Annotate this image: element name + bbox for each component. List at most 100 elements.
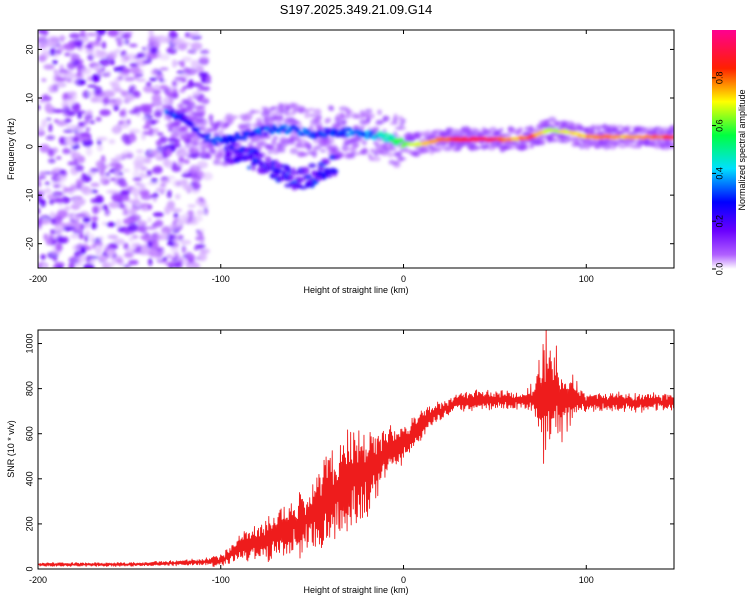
- heatmap-noise-cell: [105, 189, 118, 194]
- colorbar-tick-label: 0.2: [714, 215, 724, 228]
- heatmap-halo-cell: [199, 126, 205, 131]
- heatmap-halo-cell: [498, 127, 504, 133]
- heatmap-noise-cell: [50, 250, 62, 255]
- heatmap-halo-cell: [200, 146, 207, 152]
- heatmap-noise-cell: [166, 189, 172, 199]
- heatmap-halo-cell: [341, 146, 349, 153]
- heatmap-noise-cell: [198, 55, 210, 64]
- snr-x-tick-label: -100: [212, 575, 230, 585]
- heatmap-halo-cell: [278, 142, 287, 149]
- heatmap-noise-cell: [106, 248, 116, 257]
- heatmap-noise-cell: [59, 71, 66, 78]
- heatmap-noise-cell: [79, 185, 90, 193]
- heatmap-noise-cell: [105, 172, 111, 176]
- heatmap-noise-cell: [116, 258, 123, 264]
- heatmap-noise-cell: [173, 238, 178, 245]
- figure-title: S197.2025.349.21.09.G14: [280, 2, 433, 17]
- heatmap-halo-cell: [267, 150, 273, 155]
- heatmap-noise-cell: [64, 118, 72, 123]
- heatmap-noise-cell: [79, 32, 86, 37]
- heatmap-noise-cell: [135, 112, 141, 117]
- heatmap-branch-cell: [312, 181, 319, 185]
- heatmap-halo-cell: [495, 142, 502, 146]
- heatmap-noise-cell: [85, 32, 98, 37]
- heatmap-noise-cell: [130, 90, 140, 96]
- heatmap-branch-cell: [258, 162, 264, 167]
- heatmap-halo-cell: [278, 147, 286, 153]
- heatmap-halo-cell: [397, 126, 407, 131]
- heatmap-noise-cell: [201, 172, 213, 181]
- heatmap-noise-cell: [83, 223, 91, 227]
- heatmap-ridge-cell: [671, 135, 674, 139]
- heatmap-branch-cell: [303, 173, 313, 181]
- heatmap-halo-cell: [270, 106, 279, 110]
- heatmap-halo-cell: [225, 113, 234, 119]
- heatmap-halo-cell: [196, 108, 201, 115]
- heatmap-noise-cell: [190, 59, 200, 69]
- heatmap-noise-cell: [128, 259, 139, 265]
- heatmap-noise-cell: [87, 84, 97, 88]
- heatmap-noise-cell: [53, 184, 61, 188]
- heatmap-noise-cell: [196, 160, 209, 169]
- heatmap-halo-cell: [308, 124, 314, 131]
- heatmap-halo-cell: [320, 149, 327, 153]
- heatmap-ridge-cell: [322, 133, 328, 138]
- heatmap-halo-cell: [168, 99, 174, 106]
- heatmap-noise-cell: [185, 32, 190, 37]
- heatmap-noise-cell: [62, 148, 72, 155]
- heatmap-noise-cell: [89, 120, 95, 124]
- heatmap-noise-cell: [187, 209, 194, 216]
- heatmap-noise-cell: [52, 76, 57, 83]
- heatmap-noise-cell: [69, 234, 80, 239]
- heatmap-halo-cell: [524, 143, 530, 151]
- heatmap-noise-cell: [169, 30, 176, 33]
- heatmap-ridge-cell: [364, 135, 369, 140]
- heatmap-halo-cell: [299, 153, 307, 157]
- heatmap-halo-cell: [361, 149, 367, 156]
- heatmap-noise-cell: [60, 236, 70, 244]
- heatmap-halo-cell: [602, 143, 611, 150]
- heatmap-ridge-cell: [272, 124, 277, 129]
- heatmap-noise-cell: [38, 104, 41, 110]
- heatmap-noise-cell: [91, 73, 101, 83]
- heatmap-noise-cell: [191, 91, 200, 97]
- heatmap-noise-cell: [151, 93, 162, 103]
- heatmap-noise-cell: [92, 42, 103, 47]
- heatmap-noise-cell: [147, 34, 158, 44]
- heatmap-noise-cell: [54, 225, 65, 233]
- spectrogram-y-axis-label: Frequency (Hz): [6, 118, 16, 180]
- heatmap-branch-cell: [264, 156, 272, 163]
- heatmap-noise-cell: [56, 35, 68, 41]
- snr-x-axis-label: Height of straight line (km): [303, 585, 408, 595]
- heatmap-noise-cell: [81, 173, 87, 177]
- heatmap-noise-cell: [78, 233, 84, 240]
- heatmap-noise-cell: [128, 222, 138, 232]
- heatmap-noise-cell: [198, 105, 206, 109]
- heatmap-noise-cell: [165, 147, 172, 157]
- heatmap-noise-cell: [180, 239, 192, 245]
- heatmap-noise-cell: [155, 139, 162, 147]
- heatmap-halo-cell: [398, 156, 407, 161]
- heatmap-halo-cell: [165, 123, 171, 128]
- heatmap-noise-cell: [147, 216, 152, 223]
- heatmap-halo-cell: [515, 131, 521, 136]
- heatmap-noise-cell: [124, 253, 134, 259]
- heatmap-noise-cell: [95, 48, 100, 53]
- heatmap-noise-cell: [43, 64, 55, 70]
- heatmap-noise-cell: [191, 215, 203, 222]
- heatmap-noise-cell: [183, 159, 190, 164]
- heatmap-noise-cell: [96, 143, 103, 152]
- heatmap-noise-cell: [38, 43, 47, 50]
- heatmap-noise-cell: [195, 198, 201, 205]
- heatmap-noise-cell: [40, 171, 46, 177]
- snr-panel: -200 -100 0 100 0 200 400 600 800 1000 Height of…: [6, 329, 675, 595]
- heatmap-halo-cell: [387, 151, 394, 158]
- heatmap-noise-cell: [155, 187, 167, 192]
- heatmap-noise-cell: [145, 81, 152, 87]
- heatmap-branch-cell: [317, 165, 325, 173]
- heatmap-halo-cell: [270, 111, 279, 117]
- heatmap-noise-cell: [194, 30, 200, 37]
- heatmap-halo-cell: [573, 140, 582, 145]
- heatmap-noise-cell: [122, 264, 132, 268]
- heatmap-noise-cell: [82, 263, 95, 268]
